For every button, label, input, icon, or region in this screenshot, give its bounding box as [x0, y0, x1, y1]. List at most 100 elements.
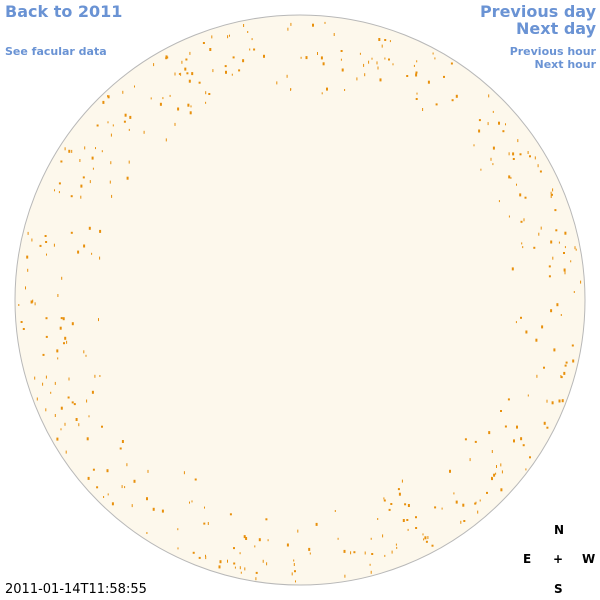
facula	[291, 572, 293, 576]
facula	[384, 57, 386, 60]
facula	[383, 497, 385, 500]
facula	[63, 342, 65, 345]
facula	[550, 240, 553, 244]
facula	[219, 560, 222, 564]
facula	[552, 256, 554, 260]
facula	[546, 399, 548, 403]
facula	[492, 110, 494, 113]
facula	[377, 66, 379, 70]
facula	[378, 38, 381, 41]
facula	[423, 538, 425, 541]
facula	[146, 497, 148, 501]
next-day-link[interactable]: Next day	[516, 19, 596, 38]
facula	[501, 470, 503, 474]
facula	[580, 280, 582, 284]
facula	[133, 479, 136, 483]
facula	[101, 150, 103, 153]
facula	[290, 22, 292, 26]
facula	[295, 580, 296, 583]
facula	[32, 299, 34, 303]
facula	[85, 354, 87, 357]
facula	[424, 536, 427, 540]
facula	[71, 322, 74, 326]
next-hour-link[interactable]: Next hour	[534, 58, 597, 71]
facula	[478, 119, 481, 122]
facula	[18, 304, 20, 306]
facula	[460, 520, 462, 524]
facula	[143, 130, 145, 134]
facula	[198, 556, 201, 559]
facula	[110, 133, 112, 137]
facula	[321, 92, 323, 95]
facula	[205, 554, 206, 557]
facula	[340, 58, 342, 61]
facula	[505, 123, 506, 126]
previous-hour-link[interactable]: Previous hour	[509, 45, 596, 58]
facula	[165, 138, 167, 142]
facula	[192, 551, 195, 554]
facula	[276, 81, 278, 85]
facula	[224, 65, 227, 68]
facula	[60, 406, 63, 410]
facula	[534, 156, 536, 160]
facula	[77, 250, 80, 254]
facula	[267, 539, 269, 542]
facula	[406, 75, 409, 77]
facula	[159, 102, 162, 106]
facula	[128, 160, 130, 164]
facula	[147, 469, 149, 473]
facula	[384, 39, 387, 41]
facula	[56, 437, 59, 441]
facula	[60, 317, 63, 320]
facular-link[interactable]: See facular data	[5, 45, 107, 58]
facula	[508, 215, 510, 218]
previous-day-link[interactable]: Previous day	[479, 2, 596, 21]
facula	[431, 544, 434, 547]
facula	[455, 94, 458, 98]
facula	[265, 518, 268, 521]
facula	[564, 231, 567, 235]
facula	[516, 425, 518, 429]
facula	[57, 357, 59, 360]
facula	[474, 502, 477, 505]
compass-east: E	[523, 552, 532, 566]
facula	[229, 34, 230, 37]
facula	[560, 376, 563, 379]
facula	[80, 184, 83, 188]
facula	[290, 88, 292, 90]
facula	[508, 152, 510, 156]
facula	[491, 450, 493, 453]
facula	[369, 563, 371, 566]
facula	[427, 536, 429, 539]
facula	[517, 139, 519, 143]
facula	[500, 410, 502, 412]
facula	[340, 50, 343, 52]
facula	[61, 276, 63, 280]
facula	[45, 408, 47, 412]
back-link[interactable]: Back to 2011	[5, 2, 123, 21]
facula	[451, 99, 454, 102]
faculae	[18, 21, 582, 583]
facula	[249, 48, 251, 51]
facula	[406, 519, 409, 521]
facula	[540, 226, 542, 230]
facula	[169, 94, 171, 97]
facula	[395, 543, 397, 546]
facula	[91, 390, 94, 394]
facula	[99, 375, 101, 377]
facula	[79, 159, 81, 162]
facula	[543, 421, 546, 425]
facula	[473, 144, 475, 147]
facula	[480, 168, 482, 171]
facula	[191, 500, 193, 503]
facula	[416, 92, 418, 95]
facula	[407, 504, 410, 507]
facula	[383, 499, 386, 502]
facula	[552, 188, 554, 192]
facula	[322, 62, 325, 66]
facula	[64, 422, 66, 426]
facula	[262, 559, 264, 563]
facula	[519, 193, 522, 197]
facula	[543, 366, 545, 369]
